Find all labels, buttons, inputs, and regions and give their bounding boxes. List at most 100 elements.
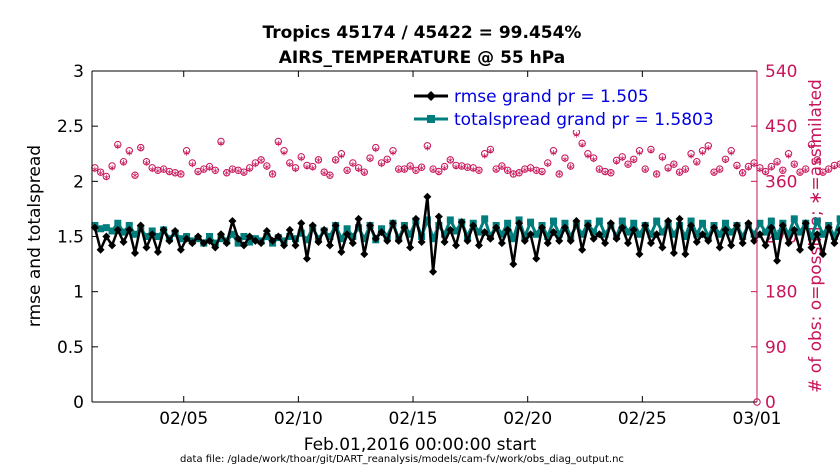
totalspread-point — [767, 217, 775, 225]
obs-possible-point — [435, 167, 443, 176]
obs-possible-point — [612, 156, 621, 165]
rmse-point — [211, 243, 220, 252]
obs-possible-point — [177, 170, 185, 178]
obs-assimilated-point: * — [121, 158, 127, 172]
obs-possible-point — [463, 163, 472, 171]
obs-possible-point — [813, 156, 821, 164]
rmse-point — [205, 236, 214, 245]
obs-assimilated-point: * — [459, 162, 465, 176]
rmse-point — [744, 219, 753, 228]
rmse-point — [583, 221, 592, 230]
rmse-point — [641, 221, 650, 230]
obs-assimilated-point: * — [682, 165, 688, 179]
legend-spread-marker — [427, 115, 435, 123]
rmse-point — [429, 267, 438, 276]
obs-possible-point — [96, 168, 105, 176]
obs-assimilated-point: * — [241, 168, 247, 182]
obs-possible-point — [618, 153, 626, 161]
obs-possible-point — [486, 145, 495, 154]
rmse-point — [818, 250, 827, 259]
rmse-point — [698, 230, 707, 239]
obs-assimilated-point: * — [413, 166, 419, 180]
rmse-point — [159, 225, 168, 234]
obs-count-series: * * ******** * * * * * **** * * *** * * * * * * ***** *** **… — [91, 128, 840, 406]
totalspread-point — [670, 230, 678, 238]
obs-possible-point — [314, 156, 323, 164]
rmse-point — [830, 239, 839, 248]
obs-assimilated-point: * — [172, 169, 178, 183]
rmse-point — [434, 212, 443, 221]
obs-possible-point — [354, 164, 363, 172]
obs-possible-point — [716, 165, 724, 173]
rmse-point — [784, 239, 793, 248]
rmse-point — [171, 226, 180, 235]
rmse-point — [302, 254, 311, 263]
totalspread-point — [343, 225, 351, 233]
obs-assimilated-point: * — [533, 166, 539, 180]
totalspread-point — [177, 235, 185, 243]
legend: rmse grand pr = 1.505 totalspread grand … — [408, 84, 746, 130]
totalspread-point — [796, 228, 804, 236]
obs-possible-point — [784, 150, 793, 158]
obs-possible-point — [268, 170, 277, 178]
obs-assimilated-point: * — [763, 167, 769, 181]
obs-assimilated-point: * — [786, 151, 792, 165]
rmse-point — [96, 245, 105, 254]
obs-assimilated-point: * — [327, 170, 333, 184]
obs-possible-point — [372, 143, 380, 152]
obs-possible-point — [400, 165, 409, 173]
rmse-point — [383, 236, 392, 245]
obs-assimilated-point: * — [218, 139, 224, 153]
obs-possible-point — [125, 146, 133, 155]
totalspread-point — [120, 228, 128, 236]
obs-assimilated-point: * — [740, 168, 746, 182]
rmse-point — [452, 241, 461, 250]
obs-possible-point — [360, 168, 369, 176]
rmse-point — [280, 241, 289, 250]
x-tick-label: 02/10 — [274, 409, 323, 429]
rmse-point — [113, 225, 122, 234]
obs-assimilated-point: * — [149, 164, 155, 178]
obs-assimilated-point: * — [636, 148, 642, 162]
obs-assimilated-point: * — [453, 162, 459, 176]
totalspread-point — [481, 215, 489, 223]
obs-possible-point — [555, 170, 563, 178]
rmse-point — [629, 225, 638, 234]
rmse-point — [366, 221, 375, 230]
totalspread-point — [762, 228, 770, 236]
obs-assimilated-point: * — [166, 167, 172, 181]
chart-title-line1: Tropics 45174 / 45422 = 99.454% — [263, 23, 582, 43]
obs-assimilated-point: * — [281, 148, 287, 162]
obs-assimilated-point: * — [510, 169, 516, 183]
obs-assimilated-point: * — [625, 160, 631, 174]
obs-assimilated-point: * — [774, 158, 780, 172]
totalspread-point — [830, 233, 838, 240]
obs-assimilated-point: * — [464, 163, 470, 177]
obs-possible-point — [790, 160, 798, 168]
rmse-point — [503, 225, 512, 234]
obs-assimilated-point: * — [671, 160, 677, 174]
obs-possible-point — [675, 168, 684, 176]
x-tick-label: 02/15 — [389, 409, 438, 429]
rmse-point — [750, 236, 759, 245]
obs-assimilated-point: * — [103, 172, 109, 186]
totalspread-point — [727, 228, 735, 236]
obs-assimilated-point: * — [528, 164, 534, 178]
rmse-point — [188, 239, 197, 248]
rmse-point — [394, 236, 403, 245]
totalspread-point — [699, 219, 707, 227]
totalspread-point — [498, 230, 506, 238]
obs-possible-point — [291, 164, 300, 172]
obs-assimilated-point: * — [132, 170, 138, 184]
obs-possible-point — [836, 160, 840, 168]
obs-assimilated-point: * — [212, 166, 218, 180]
obs-possible-point — [406, 162, 414, 170]
obs-assimilated-point: * — [143, 158, 149, 172]
rmse-point — [337, 247, 346, 256]
obs-possible-point — [824, 165, 833, 173]
obs-assimilated-point: * — [356, 164, 362, 178]
rmse-point — [130, 249, 139, 258]
obs-possible-point — [721, 155, 730, 163]
legend-box — [408, 84, 746, 130]
rmse-point — [377, 228, 386, 237]
